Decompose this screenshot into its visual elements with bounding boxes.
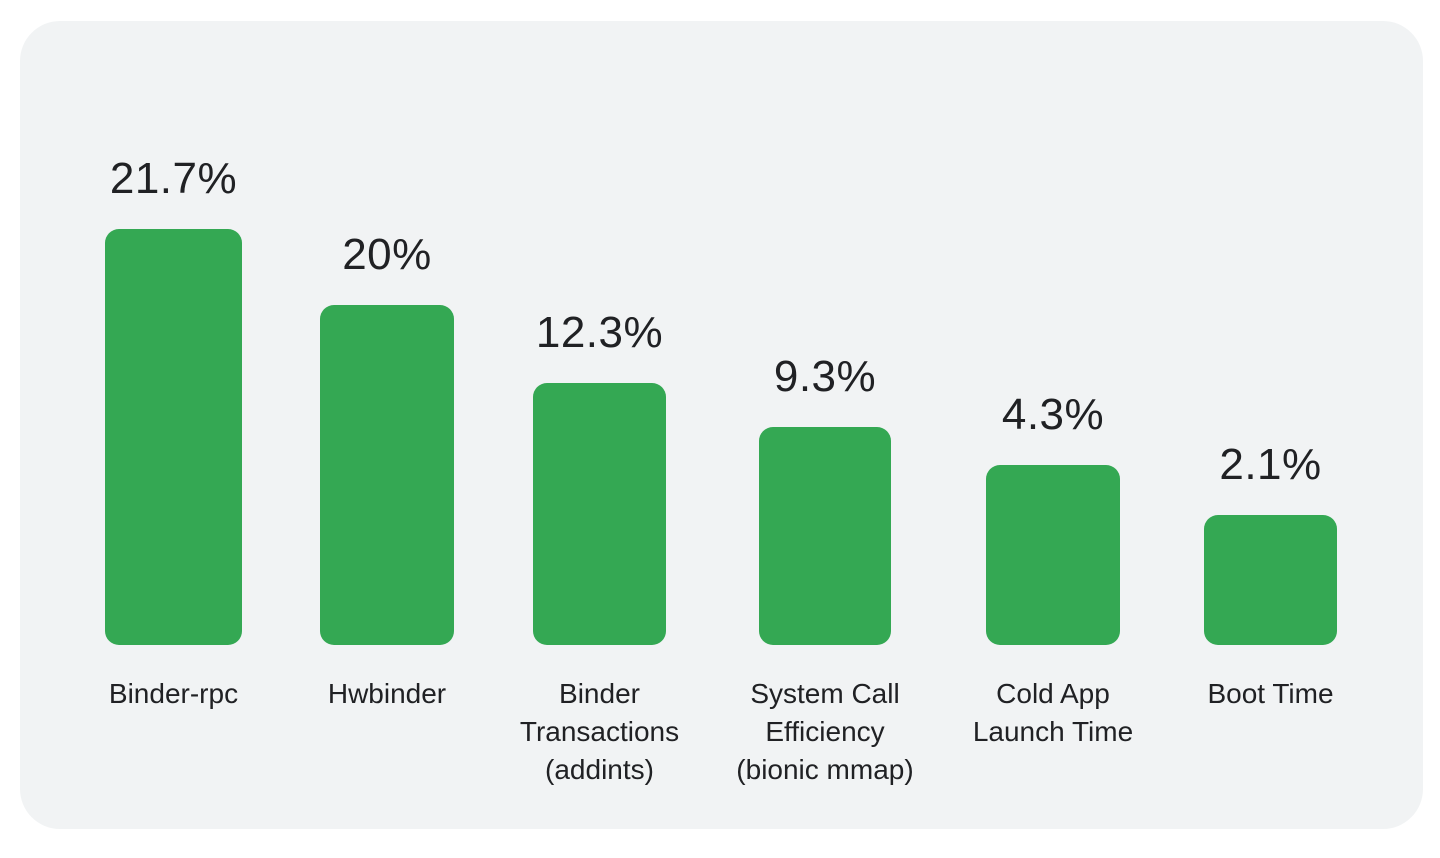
bar-category-label: Hwbinder [327,678,447,709]
bar-value-label: 2.1% [1219,440,1322,489]
bar [1204,515,1337,645]
bar [759,427,891,645]
bar-value-label: 4.3% [1001,390,1105,439]
bar-category-label: System Call Efficiency (bionic mmap) [736,678,914,785]
bar-value-label: 9.3% [773,352,877,401]
bar-category-label: Binder-rpc [108,678,239,709]
bar [986,465,1120,645]
bar [320,305,454,645]
bar [533,383,666,645]
bar [105,229,242,645]
bar-value-label: 12.3% [535,308,664,357]
bar-value-label: 20% [342,230,432,279]
bar-value-label: 21.7% [109,154,238,203]
bar-category-label: Cold App Launch Time [972,678,1134,747]
chart-card-background [20,21,1423,829]
bar-category-label: Binder Transactions (addints) [519,678,680,785]
bar-category-label: Boot Time [1207,678,1334,709]
